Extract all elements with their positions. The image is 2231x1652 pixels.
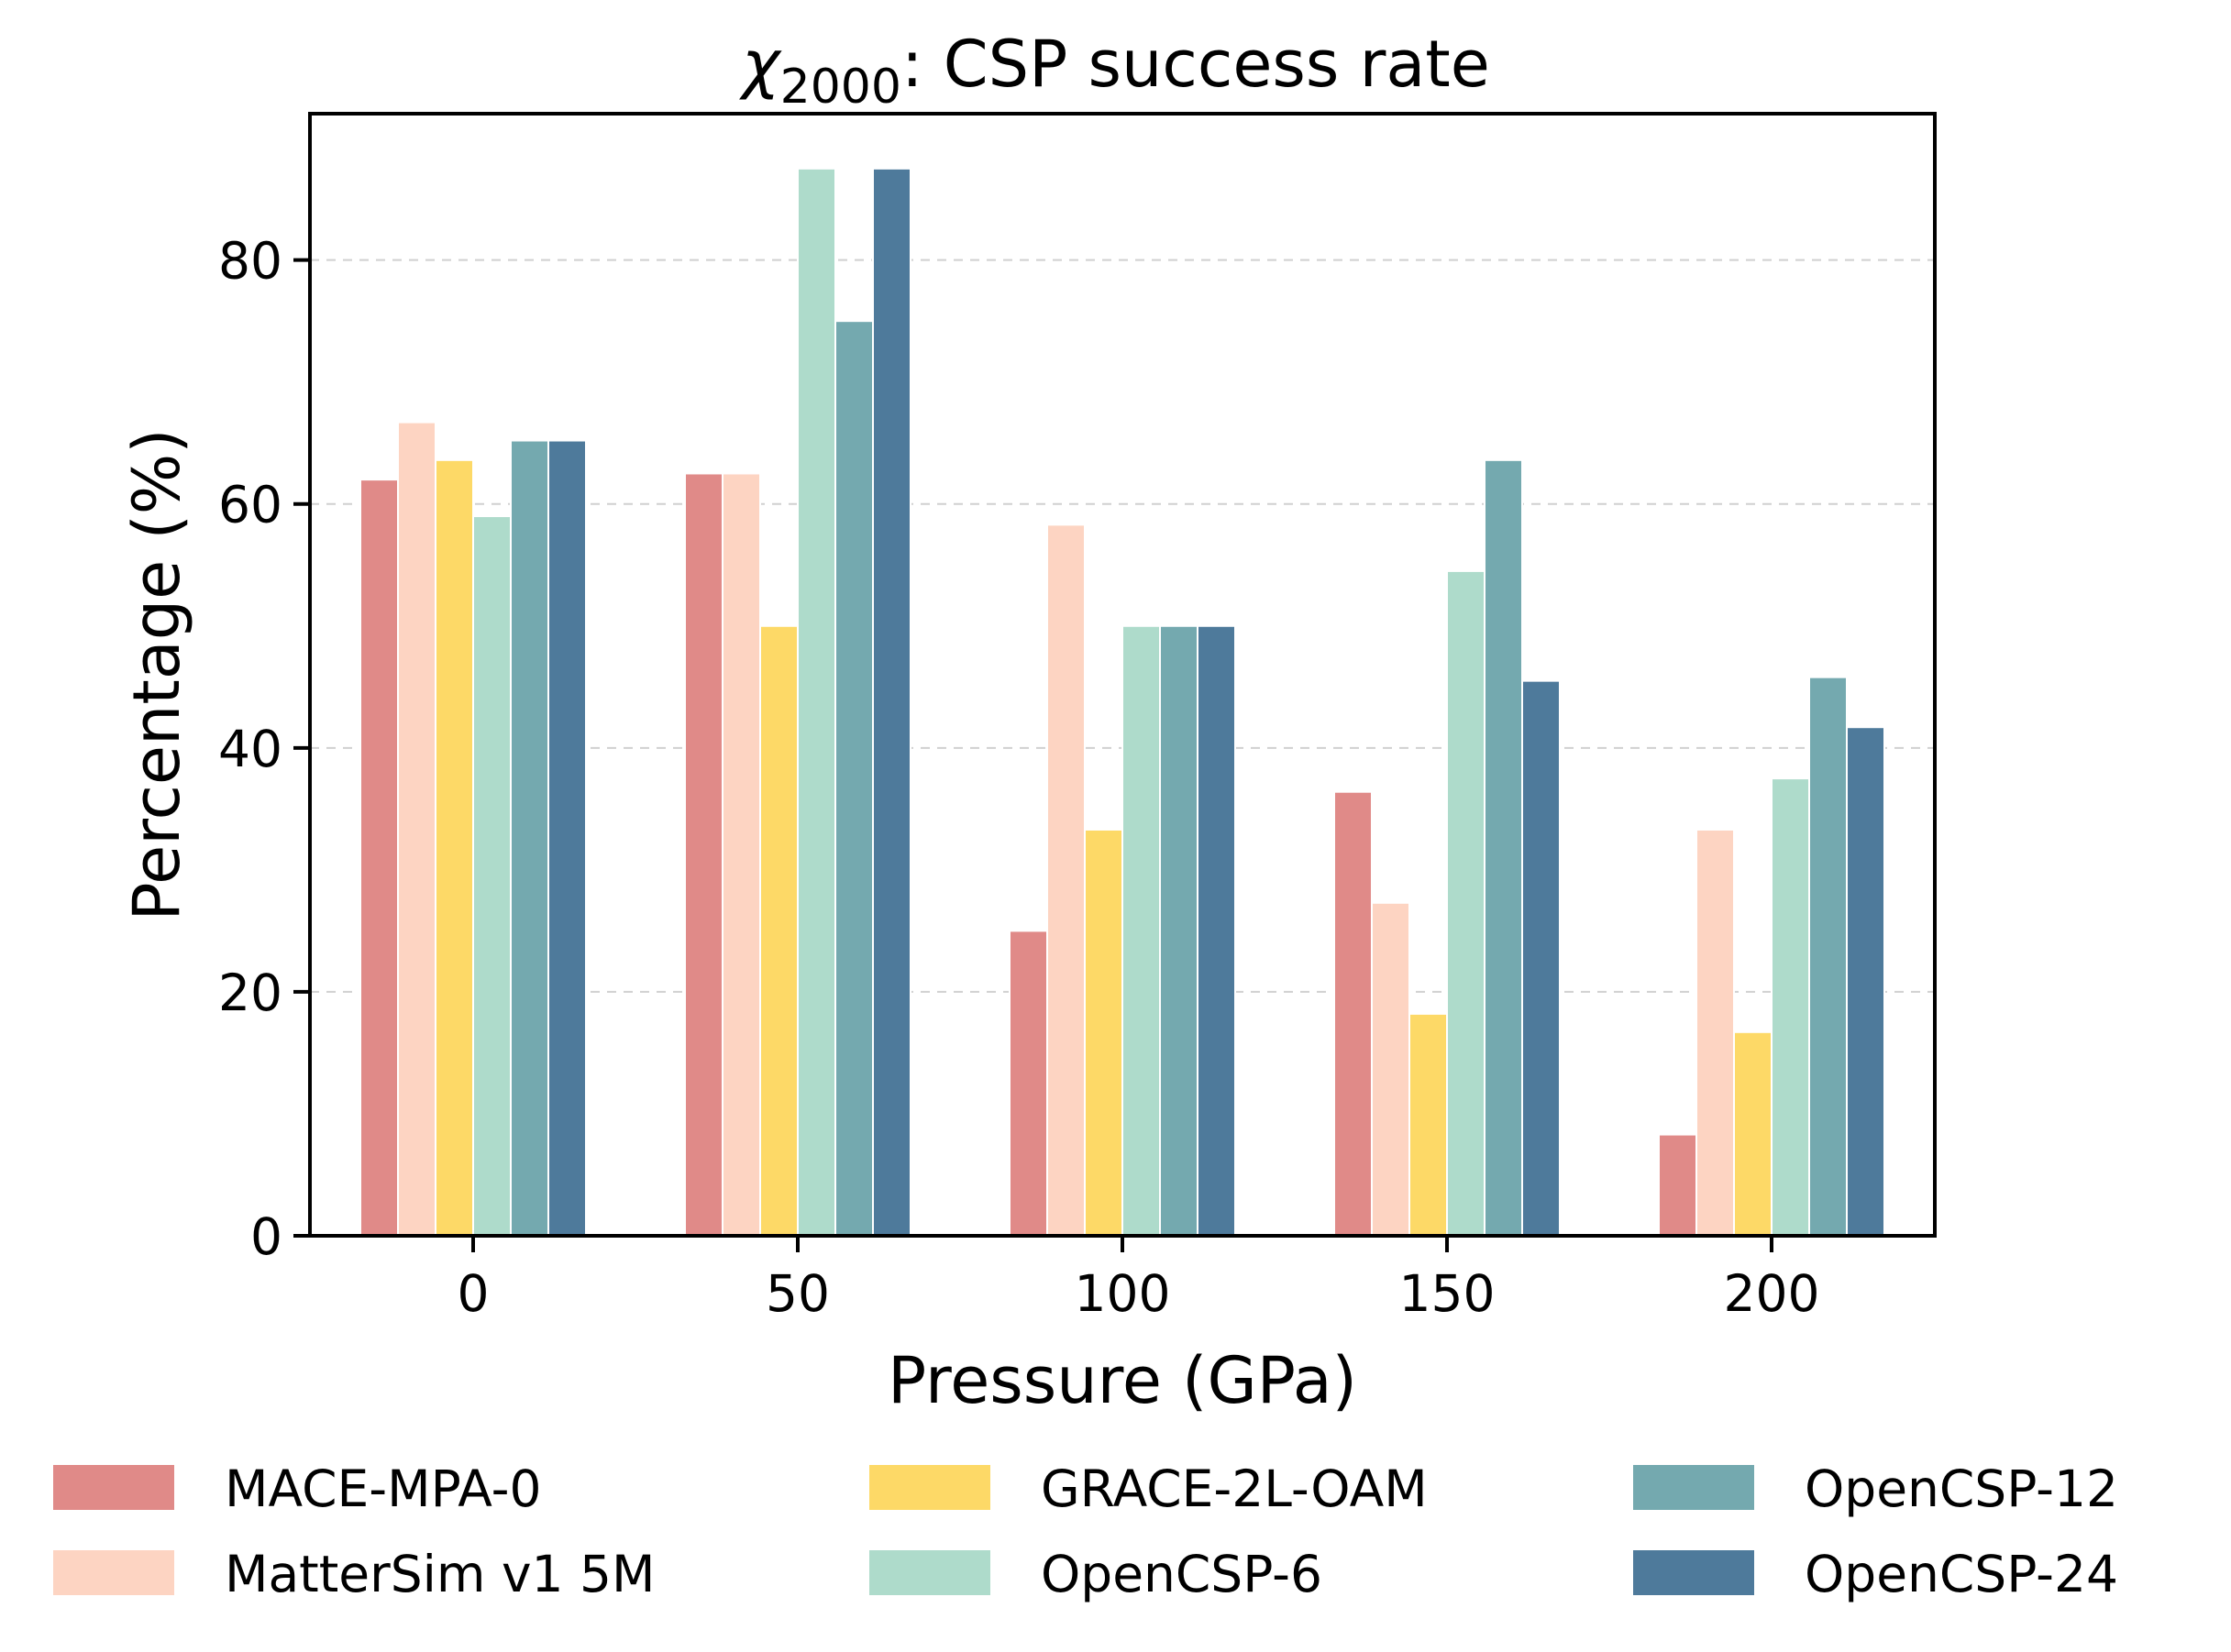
x-tick-label: 150 xyxy=(1399,1264,1496,1323)
y-tick-label: 60 xyxy=(218,476,282,534)
bar-opencsp-6-100 xyxy=(1121,624,1161,1237)
bar-opencsp-12-100 xyxy=(1159,624,1198,1237)
legend-item-mattersim-v1-5m: MatterSim v1 5M xyxy=(53,1545,655,1603)
bar-opencsp-6-150 xyxy=(1446,569,1485,1237)
y-tick-label: 20 xyxy=(218,964,282,1022)
x-tick-label: 50 xyxy=(766,1264,830,1323)
legend-swatch xyxy=(53,1465,174,1510)
legend-swatch xyxy=(1633,1465,1754,1510)
bar-mace-mpa-0-50 xyxy=(684,472,723,1237)
legend-swatch xyxy=(869,1550,990,1595)
bar-grace-2l-oam-100 xyxy=(1084,828,1123,1237)
legend-label: GRACE-2L-OAM xyxy=(1041,1459,1428,1518)
legend-swatch xyxy=(869,1465,990,1510)
bar-grace-2l-oam-150 xyxy=(1408,1012,1448,1237)
legend-label: MatterSim v1 5M xyxy=(225,1545,655,1603)
x-tick-label: 100 xyxy=(1075,1264,1171,1323)
legend-item-grace-2l-oam: GRACE-2L-OAM xyxy=(869,1459,1428,1518)
y-tick-label: 0 xyxy=(250,1207,282,1266)
bar-mace-mpa-0-150 xyxy=(1333,790,1373,1237)
legend-item-mace-mpa-0: MACE-MPA-0 xyxy=(53,1459,541,1518)
bar-opencsp-12-0 xyxy=(510,439,549,1237)
bar-opencsp-12-150 xyxy=(1484,458,1523,1237)
legend: MACE-MPA-0 MatterSim v1 5M GRACE-2L-OAM Ope… xyxy=(53,1459,2118,1603)
bar-mace-mpa-0-200 xyxy=(1658,1133,1697,1237)
y-tick-label: 40 xyxy=(218,720,282,778)
legend-swatch xyxy=(1633,1550,1754,1595)
bar-mattersim-v1-5m-100 xyxy=(1046,523,1086,1237)
bar-grace-2l-oam-200 xyxy=(1733,1030,1773,1237)
legend-item-opencsp-12: OpenCSP-12 xyxy=(1633,1459,2118,1518)
bar-opencsp-24-200 xyxy=(1846,726,1885,1237)
bar-grace-2l-oam-0 xyxy=(435,458,474,1237)
legend-item-opencsp-6: OpenCSP-6 xyxy=(869,1545,1322,1603)
x-axis-label: Pressure (GPa) xyxy=(888,1343,1357,1418)
bar-mattersim-v1-5m-0 xyxy=(397,421,436,1238)
bar-mattersim-v1-5m-200 xyxy=(1695,828,1735,1237)
chart-title-subscript: 2000 xyxy=(780,60,901,115)
bar-opencsp-6-50 xyxy=(797,167,836,1238)
x-axis-ticks: 0 50 100 150 200 xyxy=(458,1236,1820,1323)
chart-title: χ2000: CSP success rate xyxy=(738,27,1490,115)
bar-opencsp-12-50 xyxy=(834,320,874,1238)
legend-label: OpenCSP-12 xyxy=(1805,1459,2118,1518)
bar-opencsp-6-200 xyxy=(1771,777,1810,1238)
bar-mattersim-v1-5m-50 xyxy=(722,472,761,1237)
bar-opencsp-24-150 xyxy=(1521,679,1561,1237)
bar-grace-2l-oam-50 xyxy=(759,624,799,1237)
bar-opencsp-6-0 xyxy=(472,515,512,1237)
x-tick-label: 0 xyxy=(458,1264,490,1323)
legend-swatch xyxy=(53,1550,174,1595)
bar-mace-mpa-0-0 xyxy=(359,479,399,1237)
bar-opencsp-12-200 xyxy=(1808,676,1848,1237)
bar-opencsp-24-50 xyxy=(872,167,911,1238)
chart-title-prefix: χ xyxy=(738,27,782,102)
legend-item-opencsp-24: OpenCSP-24 xyxy=(1633,1545,2118,1603)
bar-opencsp-24-0 xyxy=(547,439,587,1237)
legend-label: OpenCSP-24 xyxy=(1805,1545,2118,1603)
y-axis-ticks: 0 20 40 60 80 xyxy=(218,232,310,1266)
bar-mattersim-v1-5m-150 xyxy=(1371,901,1410,1238)
y-tick-label: 80 xyxy=(218,232,282,291)
bar-mace-mpa-0-100 xyxy=(1009,930,1048,1237)
y-axis-label: Percentage (%) xyxy=(119,428,194,920)
legend-label: OpenCSP-6 xyxy=(1041,1545,1322,1603)
bar-opencsp-24-100 xyxy=(1197,624,1236,1237)
legend-label: MACE-MPA-0 xyxy=(225,1459,541,1518)
chart-title-rest: : CSP success rate xyxy=(901,27,1490,102)
x-tick-label: 200 xyxy=(1724,1264,1820,1323)
bars xyxy=(359,167,1885,1238)
